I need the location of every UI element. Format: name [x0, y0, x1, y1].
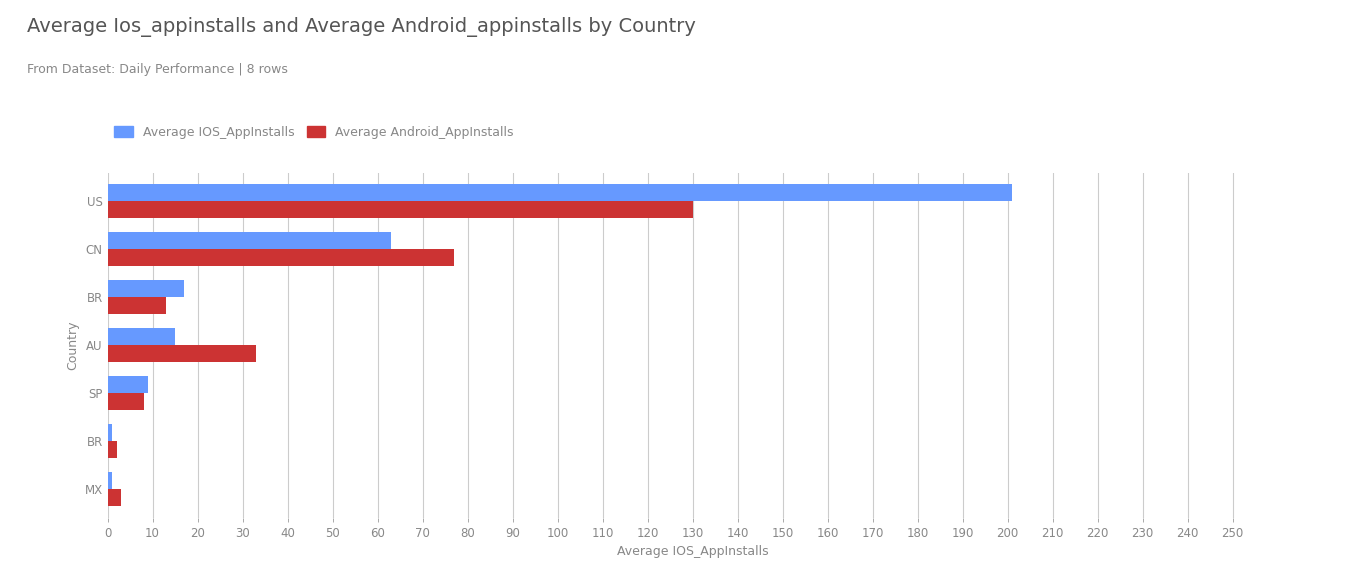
Bar: [108, 249, 455, 266]
Bar: [108, 376, 148, 393]
Bar: [108, 280, 184, 297]
Bar: [108, 424, 112, 441]
Bar: [108, 393, 144, 409]
Bar: [108, 345, 256, 362]
Text: Average Ios_appinstalls and Average Android_appinstalls by Country: Average Ios_appinstalls and Average Andr…: [27, 17, 695, 37]
Bar: [108, 232, 391, 249]
Bar: [108, 472, 112, 489]
X-axis label: Average IOS_AppInstalls: Average IOS_AppInstalls: [617, 545, 768, 558]
Text: From Dataset: Daily Performance | 8 rows: From Dataset: Daily Performance | 8 rows: [27, 63, 288, 76]
Bar: [108, 328, 175, 345]
Bar: [108, 489, 121, 505]
Bar: [108, 185, 1013, 201]
Bar: [108, 201, 693, 218]
Y-axis label: Country: Country: [66, 320, 79, 370]
Legend: Average IOS_AppInstalls, Average Android_AppInstalls: Average IOS_AppInstalls, Average Android…: [114, 126, 514, 139]
Bar: [108, 441, 117, 458]
Bar: [108, 297, 167, 314]
